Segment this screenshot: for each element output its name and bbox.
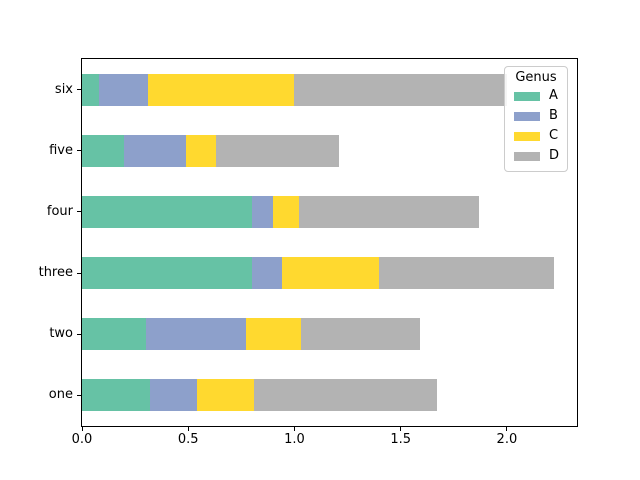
y-tick-mark-five <box>77 150 81 152</box>
bar-segment-C-two <box>245 318 301 351</box>
legend-entry-A: A <box>505 86 567 106</box>
bar-segment-B-two <box>145 318 246 351</box>
x-tick-label-0.0: 0.0 <box>71 432 93 447</box>
bar-segment-D-one <box>254 379 437 412</box>
legend-label-A: A <box>549 88 558 103</box>
x-tick-label-0.5: 0.5 <box>177 432 199 447</box>
y-tick-label-three: three <box>38 265 73 281</box>
y-tick-label-one: one <box>48 387 73 403</box>
bar-segment-C-five <box>186 134 216 167</box>
y-tick-mark-six <box>77 89 81 91</box>
plot-area <box>81 58 578 427</box>
bar-segment-A-two <box>82 318 146 351</box>
bar-segment-D-five <box>215 134 340 167</box>
bar-segment-A-four <box>82 195 252 228</box>
x-tick-label-1.0: 1.0 <box>284 432 305 447</box>
x-tick-mark-1.0 <box>293 427 295 431</box>
x-tick-mark-0.0 <box>81 427 83 431</box>
legend-swatch-C <box>514 131 540 141</box>
legend-label-D: D <box>549 148 560 163</box>
bar-segment-A-three <box>82 257 252 290</box>
legend-entry-B: B <box>505 106 567 126</box>
legend-entry-C: C <box>505 126 567 146</box>
y-tick-label-two: two <box>49 326 73 342</box>
legend-swatch-D <box>514 151 540 161</box>
bar-segment-B-one <box>149 379 197 412</box>
bar-segment-A-five <box>82 134 125 167</box>
bar-segment-A-six <box>82 73 99 106</box>
x-tick-label-1.5: 1.5 <box>390 432 411 447</box>
bar-segment-C-four <box>273 195 299 228</box>
x-tick-mark-2.0 <box>506 427 508 431</box>
y-tick-mark-one <box>77 394 81 396</box>
bar-segment-D-four <box>298 195 480 228</box>
legend-title: Genus <box>515 70 557 85</box>
bar-segment-D-three <box>379 257 554 290</box>
bar-segment-D-six <box>294 73 507 106</box>
x-tick-label-2.0: 2.0 <box>496 432 518 447</box>
legend-label-B: B <box>549 108 558 123</box>
y-tick-mark-four <box>77 211 81 213</box>
bar-segment-C-one <box>196 379 255 412</box>
y-tick-mark-three <box>77 272 81 274</box>
legend-label-C: C <box>549 128 559 143</box>
bar-segment-B-three <box>251 257 282 290</box>
bar-segment-C-six <box>147 73 295 106</box>
legend-swatch-A <box>514 91 540 101</box>
bar-segment-D-two <box>300 318 420 351</box>
bar-segment-B-six <box>98 73 148 106</box>
y-tick-label-five: five <box>49 142 73 158</box>
legend-swatch-B <box>514 111 540 121</box>
y-tick-label-four: four <box>46 203 73 219</box>
bar-segment-C-three <box>281 257 380 290</box>
bar-segment-A-one <box>82 379 150 412</box>
bar-segment-B-four <box>251 195 274 228</box>
y-tick-label-six: six <box>54 81 73 97</box>
y-tick-mark-two <box>77 333 81 335</box>
legend-entry-D: D <box>505 146 567 166</box>
x-tick-mark-0.5 <box>187 427 189 431</box>
x-tick-mark-1.5 <box>400 427 402 431</box>
bar-segment-B-five <box>124 134 187 167</box>
